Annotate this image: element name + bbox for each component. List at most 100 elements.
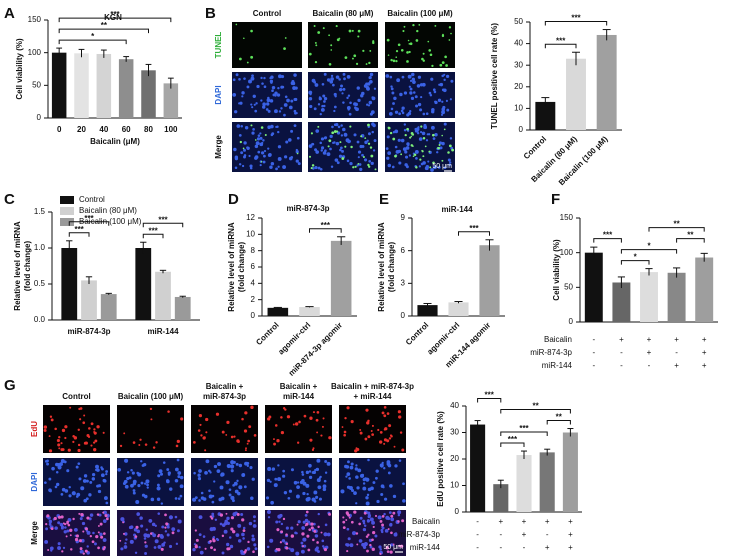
cell: [95, 464, 99, 469]
cell: [312, 470, 317, 475]
cell: [98, 513, 102, 517]
cell: [330, 165, 334, 168]
cell: [94, 439, 98, 443]
cell: [343, 133, 348, 137]
cell: [128, 525, 133, 530]
cell: [162, 461, 166, 464]
cell: [316, 478, 321, 483]
cell: [53, 516, 57, 521]
cell: [91, 472, 96, 477]
condition-sign: -: [620, 348, 623, 357]
cell: [371, 424, 374, 427]
cell: [273, 442, 276, 446]
cell: [342, 516, 345, 519]
cell: [267, 147, 270, 150]
cell: [367, 487, 372, 492]
cell: [315, 150, 320, 154]
cell: [356, 543, 359, 546]
cell: [355, 502, 358, 505]
condition-sign: -: [592, 348, 595, 357]
x-tick-label: miR-874-3p: [67, 327, 110, 336]
cell: [291, 80, 295, 84]
panel-letter: E: [379, 191, 389, 208]
column-label: Control: [253, 9, 281, 18]
cell: [412, 80, 416, 84]
cell: [288, 547, 291, 550]
cell: [283, 113, 286, 117]
cell: [314, 468, 317, 472]
cell: [211, 500, 215, 504]
cell: [58, 447, 61, 450]
cell: [240, 151, 244, 155]
cell: [432, 161, 435, 165]
cell: [438, 144, 441, 146]
cell: [346, 74, 351, 79]
cell: [316, 410, 320, 414]
cell: [315, 418, 319, 422]
cell: [385, 74, 390, 78]
condition-sign: +: [702, 361, 707, 370]
cell: [232, 460, 236, 464]
cell: [86, 530, 91, 535]
cell: [223, 521, 228, 526]
cell: [330, 74, 334, 78]
cell: [343, 433, 346, 437]
cell: [249, 164, 253, 168]
cell: [277, 86, 280, 90]
cell: [373, 87, 377, 90]
cell: [169, 487, 173, 491]
column-label: Baicalin (100 μM): [118, 392, 184, 401]
cell: [134, 535, 138, 538]
cell: [233, 435, 236, 438]
cell: [265, 496, 270, 500]
cell: [449, 98, 452, 101]
cell: [243, 37, 245, 40]
cell: [321, 539, 325, 543]
bar: [640, 272, 658, 322]
cell: [67, 448, 71, 452]
cell: [270, 133, 274, 137]
cell: [273, 438, 275, 441]
cell: [388, 111, 393, 116]
cell: [349, 465, 354, 470]
cell: [434, 24, 437, 27]
cell: [383, 414, 387, 418]
cell: [409, 91, 413, 95]
cell: [254, 144, 259, 149]
cell: [346, 96, 349, 100]
y-axis-label: (fold change): [387, 242, 396, 293]
cell: [418, 23, 421, 26]
cell: [149, 532, 153, 535]
cell: [243, 485, 247, 489]
cell: [323, 72, 327, 76]
cell: [177, 471, 182, 475]
cell: [384, 528, 389, 533]
cell: [156, 497, 161, 502]
micrograph: [232, 72, 302, 118]
cell: [151, 522, 156, 527]
cell: [237, 539, 242, 543]
cell: [164, 530, 168, 533]
bar: [562, 432, 578, 512]
significance-bracket: [676, 238, 705, 243]
cell: [89, 513, 94, 517]
condition-sign: +: [568, 530, 573, 539]
micrograph: [232, 122, 302, 172]
cell: [344, 56, 348, 59]
cell: [284, 408, 287, 411]
cell: [330, 77, 334, 81]
cell: [372, 123, 376, 128]
cell: [262, 160, 266, 164]
significance-label: *: [647, 242, 651, 251]
cell: [63, 530, 67, 534]
cell: [345, 519, 348, 521]
cell: [350, 420, 354, 424]
cell: [314, 60, 318, 64]
cell: [340, 84, 343, 88]
significance-bracket: [620, 260, 650, 265]
cell: [290, 468, 294, 472]
cell: [243, 141, 247, 145]
condition-label: Baicalin: [544, 335, 572, 344]
cell: [290, 534, 295, 538]
cell: [328, 436, 332, 440]
